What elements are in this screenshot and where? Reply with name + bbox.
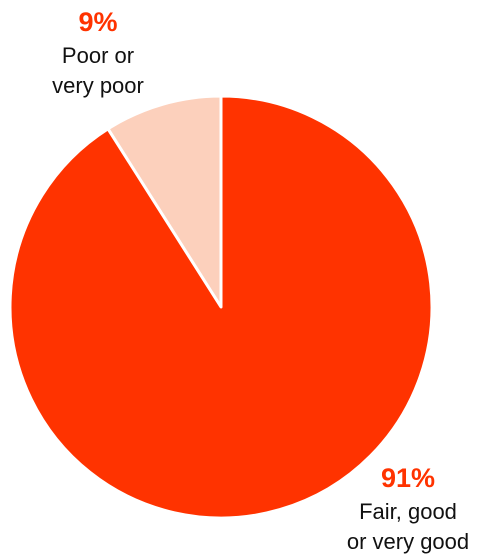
slice-label-good-line-2: or very good bbox=[347, 529, 469, 554]
slice-label-poor-line-2: very poor bbox=[52, 73, 144, 98]
slice-percent-label-poor: 9% bbox=[78, 7, 117, 37]
slice-percent-label-good: 91% bbox=[381, 463, 435, 493]
pie-slice-good bbox=[8, 94, 434, 520]
pie-slice-poor bbox=[106, 94, 223, 309]
slice-label-good-line-1: Fair, good bbox=[359, 499, 457, 524]
pie-slices bbox=[8, 94, 434, 520]
slice-label-poor-line-1: Poor or bbox=[62, 43, 134, 68]
